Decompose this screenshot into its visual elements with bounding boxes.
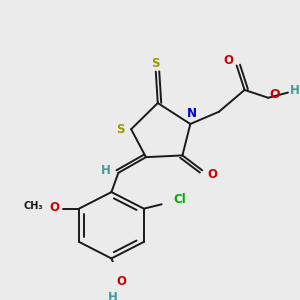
Text: O: O — [116, 274, 126, 288]
Text: H: H — [100, 164, 110, 177]
Text: Cl: Cl — [173, 194, 186, 206]
Text: O: O — [207, 168, 217, 181]
Text: S: S — [116, 123, 124, 136]
Text: O: O — [224, 54, 234, 67]
Text: H: H — [290, 84, 300, 97]
Text: H: H — [107, 291, 117, 300]
Text: CH₃: CH₃ — [24, 201, 44, 211]
Text: N: N — [187, 107, 197, 120]
Text: O: O — [270, 88, 280, 101]
Text: S: S — [152, 57, 160, 70]
Text: O: O — [49, 201, 59, 214]
